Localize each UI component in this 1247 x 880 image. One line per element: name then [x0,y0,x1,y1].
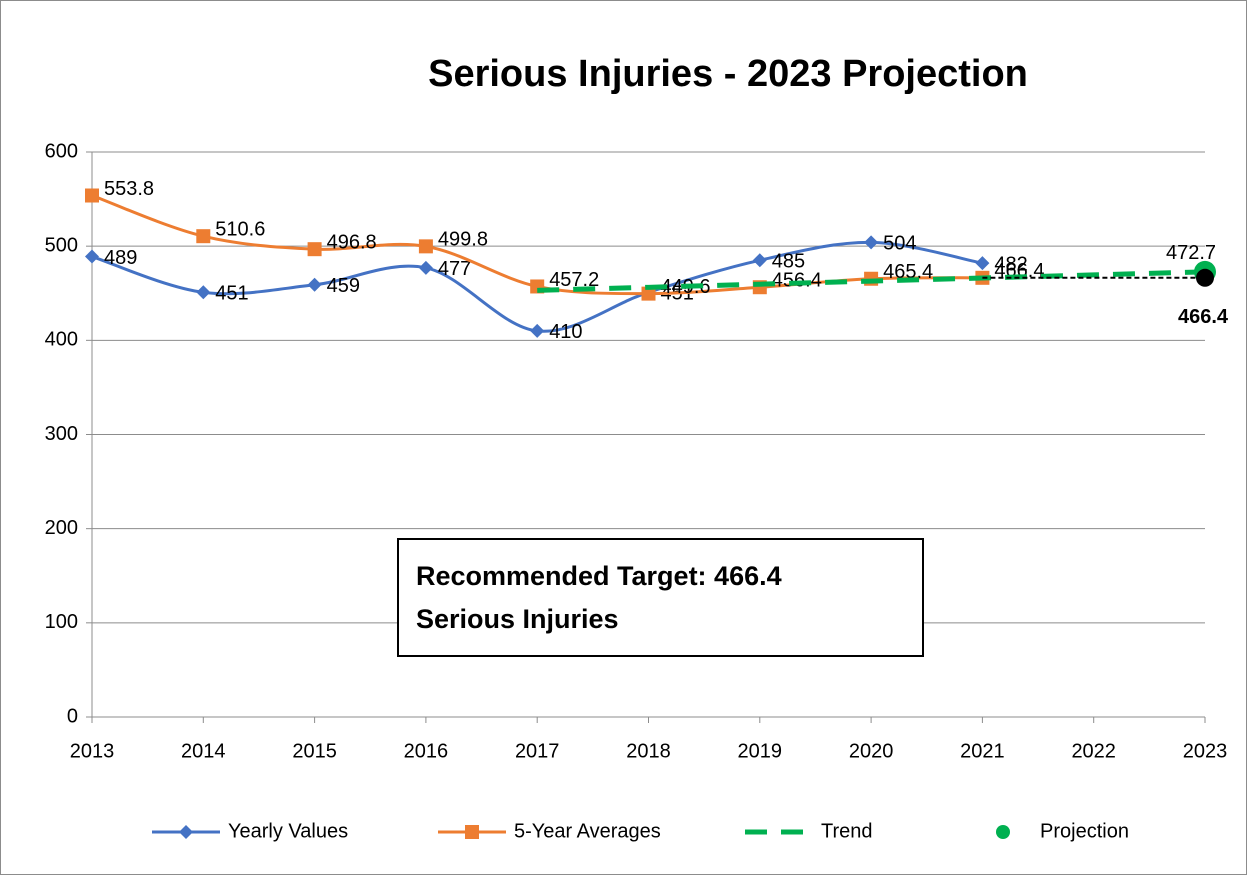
x-tick-label: 2017 [515,740,560,762]
chart-title: Serious Injuries - 2023 Projection [428,53,1028,95]
annotation-box [397,538,924,657]
data-label: 504 [883,233,916,255]
legend-item: 5-Year Averages [438,820,661,842]
data-label: 465.4 [883,261,933,283]
marker [641,286,656,301]
x-tick-label: 2019 [738,740,783,762]
x-tick-label: 2015 [292,740,337,762]
data-label: 459 [327,275,360,297]
x-tick-label: 2023 [1183,740,1228,762]
marker [418,260,433,275]
marker [530,323,545,338]
marker [196,285,211,300]
data-label: 410 [549,321,582,343]
series [537,269,1206,293]
data-label: 499.8 [438,229,488,251]
data-label: 510.6 [215,218,265,240]
x-tick-label: 2013 [70,740,115,762]
y-tick-label: 0 [67,705,78,727]
target-marker [1196,268,1214,287]
y-tick-label: 400 [45,329,78,351]
x-tick-label: 2020 [849,740,894,762]
x-tick-label: 2014 [181,740,226,762]
data-label: 477 [438,258,471,280]
marker [85,249,99,264]
target-label: 466.4 [1178,306,1229,328]
data-label: 456.4 [772,270,822,292]
series-line [537,269,1206,293]
marker [418,239,433,254]
y-tick-label: 300 [45,423,78,445]
data-label: 496.8 [327,231,377,253]
y-tick-label: 200 [45,517,78,539]
x-tick-label: 2018 [626,740,671,762]
annotation-text: Recommended Target: 466.4 [416,561,782,591]
legend-item: Projection [996,820,1129,842]
x-tick-label: 2022 [1071,740,1116,762]
data-label: 489 [104,247,137,269]
y-tick-label: 500 [45,234,78,256]
marker [196,229,211,244]
x-tick-label: 2016 [404,740,449,762]
marker [864,235,879,250]
legend-swatch [465,825,479,839]
legend-label: 5-Year Averages [514,820,661,842]
marker [85,188,99,203]
legend-label: Yearly Values [228,820,348,842]
marker [752,253,767,268]
data-label: 451 [215,283,248,305]
data-label: 482 [994,253,1027,275]
y-tick-label: 100 [45,611,78,633]
marker [975,256,990,271]
marker [307,242,322,257]
data-label: 472.7 [1166,242,1216,264]
legend-swatch [179,825,193,839]
legend-label: Trend [821,820,873,842]
legend-item: Trend [745,820,873,842]
marker [307,277,322,292]
y-tick-label: 600 [45,140,78,162]
legend-swatch [996,825,1010,839]
data-label: 553.8 [104,178,154,200]
x-tick-label: 2021 [960,740,1005,762]
annotation-text: Serious Injuries [416,604,619,634]
legend-item: Yearly Values [152,820,348,842]
legend-label: Projection [1040,820,1129,842]
data-label: 457.2 [549,269,599,291]
data-label: 485 [772,251,805,273]
